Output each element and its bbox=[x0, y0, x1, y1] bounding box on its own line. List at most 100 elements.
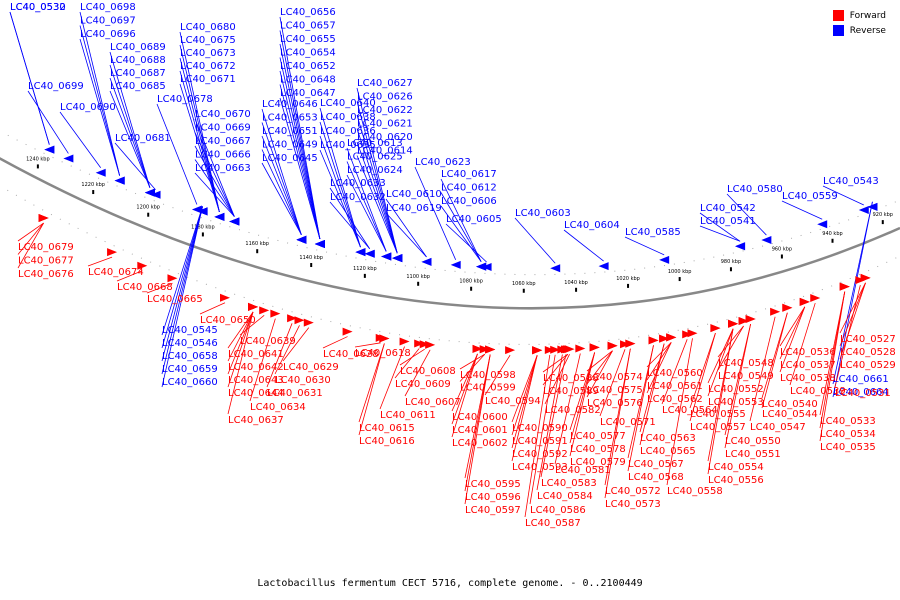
forward-gene-callout bbox=[569, 352, 596, 457]
forward-gene-callout bbox=[707, 328, 734, 384]
forward-gene-callout bbox=[404, 349, 431, 397]
reverse-gene-callout bbox=[699, 212, 741, 242]
reverse-gene-callout bbox=[27, 90, 69, 154]
forward-gene-label: LC40_0544 bbox=[762, 409, 818, 420]
forward-gene-callout bbox=[689, 333, 716, 422]
reverse-gene-label: LC40_0678 bbox=[157, 94, 213, 105]
forward-gene-label: LC40_0535 bbox=[820, 442, 876, 453]
reverse-gene-callout bbox=[114, 142, 156, 190]
forward-gene-arrow bbox=[137, 261, 148, 270]
reverse-gene-label: LC40_0545 bbox=[162, 325, 218, 336]
forward-gene-callout bbox=[749, 316, 776, 422]
scale-tick-mark bbox=[522, 288, 525, 293]
forward-gene-label: LC40_0556 bbox=[708, 475, 764, 486]
reverse-gene-callout bbox=[440, 205, 482, 262]
reverse-gene-label: LC40_0645 bbox=[262, 153, 318, 164]
reverse-gene-callout bbox=[261, 108, 302, 235]
scale-tick-mark bbox=[310, 263, 313, 268]
reverse-gene-label: LC40_0670 bbox=[195, 109, 251, 120]
reverse-gene-arrow bbox=[659, 255, 670, 264]
scale-tick-label: 1100 kbp bbox=[406, 274, 430, 280]
reverse-gene-label: LC40_0651 bbox=[262, 126, 318, 137]
reverse-gene-callout bbox=[279, 57, 321, 240]
forward-gene-arrow bbox=[855, 276, 866, 285]
reverse-gene-label: LC40_0688 bbox=[110, 55, 166, 66]
forward-gene-arrow bbox=[728, 319, 739, 328]
scale-tick-label: 1240 kbp bbox=[26, 156, 50, 162]
reverse-gene-callout bbox=[356, 114, 398, 254]
reverse-gene-label: LC40_0541 bbox=[700, 216, 756, 227]
reverse-gene-callout bbox=[356, 87, 398, 254]
forward-gene-arrow bbox=[107, 248, 118, 257]
forward-gene-arrow bbox=[782, 303, 793, 312]
forward-gene-label: LC40_0540 bbox=[762, 399, 818, 410]
forward-gene-arrow bbox=[425, 340, 436, 349]
reverse-gene-callout bbox=[279, 43, 321, 240]
reverse-gene-callout bbox=[156, 103, 198, 205]
forward-gene-arrow bbox=[687, 329, 698, 338]
forward-gene-label: LC40_0552 bbox=[708, 384, 764, 395]
forward-gene-callout bbox=[394, 348, 420, 379]
forward-gene-callout bbox=[17, 222, 44, 242]
forward-gene-label: LC40_0533 bbox=[820, 416, 876, 427]
scale-tick-label: 980 kbp bbox=[721, 259, 741, 265]
reverse-callout-lines bbox=[9, 11, 873, 398]
reverse-gene-label: LC40_0604 bbox=[564, 220, 620, 231]
forward-gene-label: LC40_0577 bbox=[570, 431, 626, 442]
forward-gene-arrow bbox=[770, 307, 781, 316]
reverse-gene-label: LC40_0689 bbox=[110, 42, 166, 53]
reverse-gene-callout bbox=[161, 206, 203, 375]
reverse-gene-callout bbox=[699, 225, 741, 242]
reverse-gene-callout bbox=[79, 25, 121, 176]
forward-gene-label: LC40_0562 bbox=[647, 394, 703, 405]
reverse-gene-callout bbox=[822, 185, 864, 206]
forward-gene-arrow bbox=[220, 293, 231, 302]
forward-gene-callout bbox=[779, 306, 806, 360]
reverse-gene-callout bbox=[514, 217, 556, 264]
forward-gene-callout bbox=[661, 339, 688, 405]
forward-gene-label: LC40_0586 bbox=[530, 505, 586, 516]
forward-gene-callout bbox=[511, 355, 538, 423]
forward-swatch bbox=[832, 10, 844, 21]
forward-gene-callout bbox=[569, 352, 596, 431]
forward-gene-label: LC40_0567 bbox=[628, 459, 684, 470]
legend-reverse-label: Reverse bbox=[849, 25, 886, 36]
reverse-gene-callout bbox=[832, 201, 873, 385]
scale-tick-label: 1160 kbp bbox=[245, 241, 269, 247]
reverse-gene-label: LC40_0648 bbox=[280, 75, 336, 86]
forward-gene-arrow bbox=[485, 345, 496, 354]
reverse-gene-label: LC40_0636 bbox=[320, 126, 376, 137]
reverse-gene-arrows bbox=[44, 145, 878, 273]
forward-gene-label: LC40_0573 bbox=[605, 499, 661, 510]
forward-gene-arrow bbox=[342, 327, 353, 336]
forward-gene-label: LC40_0593 bbox=[512, 462, 568, 473]
forward-callout-lines bbox=[17, 222, 866, 518]
scale-tick-mark bbox=[417, 281, 420, 286]
reverse-gene-callout bbox=[319, 135, 361, 248]
reverse-gene-arrow bbox=[481, 262, 492, 271]
forward-gene-arrow bbox=[505, 346, 516, 355]
reverse-gene-label: LC40_0698 bbox=[80, 2, 136, 13]
reverse-gene-label: LC40_0690 bbox=[60, 102, 116, 113]
forward-gene-callout bbox=[789, 302, 816, 386]
forward-gene-label: LC40_0587 bbox=[525, 518, 581, 529]
forward-gene-arrow bbox=[710, 324, 721, 333]
forward-gene-label: LC40_0527 bbox=[840, 334, 896, 345]
forward-gene-arrow bbox=[620, 340, 631, 349]
reverse-gene-callout bbox=[261, 149, 302, 235]
forward-gene-arrow bbox=[557, 345, 568, 354]
forward-gene-label: LC40_0571 bbox=[600, 417, 656, 428]
forward-gene-label: LC40_0536 bbox=[780, 347, 836, 358]
forward-gene-callout bbox=[511, 355, 538, 436]
forward-gene-arrow bbox=[589, 343, 600, 352]
forward-gene-arrow bbox=[38, 214, 49, 223]
reverse-gene-label: LC40_0621 bbox=[357, 119, 413, 130]
reverse-gene-arrow bbox=[214, 212, 225, 221]
reverse-gene-callout bbox=[194, 145, 235, 217]
reverse-gene-label: LC40_0603 bbox=[515, 208, 571, 219]
forward-gene-arrow bbox=[625, 339, 636, 348]
reverse-gene-label: LC40_0654 bbox=[280, 48, 336, 59]
forward-gene-label: LC40_0611 bbox=[380, 410, 436, 421]
forward-gene-arrow bbox=[414, 339, 425, 348]
forward-gene-callout bbox=[464, 354, 491, 505]
